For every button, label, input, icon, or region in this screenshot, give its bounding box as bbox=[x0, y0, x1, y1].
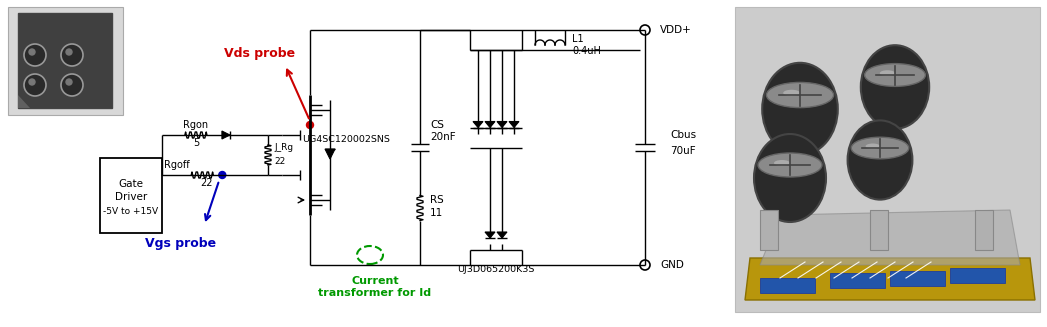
Polygon shape bbox=[485, 122, 495, 128]
Polygon shape bbox=[485, 232, 495, 238]
Text: Vds probe: Vds probe bbox=[224, 46, 295, 60]
Text: Gate: Gate bbox=[118, 179, 143, 189]
Ellipse shape bbox=[758, 153, 822, 177]
Bar bbox=[735, 7, 1040, 312]
Circle shape bbox=[61, 44, 83, 66]
Ellipse shape bbox=[865, 63, 926, 86]
Text: Rgoff: Rgoff bbox=[164, 160, 190, 170]
Text: CS: CS bbox=[430, 121, 444, 130]
Text: VDD+: VDD+ bbox=[660, 25, 692, 35]
Circle shape bbox=[219, 171, 226, 179]
Ellipse shape bbox=[879, 70, 895, 76]
Polygon shape bbox=[745, 258, 1035, 300]
Ellipse shape bbox=[754, 134, 826, 222]
Circle shape bbox=[24, 44, 46, 66]
Ellipse shape bbox=[762, 63, 838, 155]
Bar bbox=[975, 210, 993, 250]
Bar bbox=[830, 273, 885, 288]
Polygon shape bbox=[325, 149, 335, 159]
Circle shape bbox=[307, 122, 313, 129]
Bar bbox=[18, 13, 112, 108]
Polygon shape bbox=[222, 131, 230, 139]
Circle shape bbox=[66, 49, 72, 55]
Bar bbox=[950, 268, 1005, 283]
Bar bbox=[760, 210, 778, 250]
Ellipse shape bbox=[848, 120, 912, 199]
Bar bbox=[101, 158, 162, 233]
Text: J_Rg: J_Rg bbox=[274, 143, 293, 151]
Polygon shape bbox=[18, 95, 30, 108]
Text: Cbus: Cbus bbox=[670, 130, 696, 141]
Text: Current
transformer for Id: Current transformer for Id bbox=[318, 276, 431, 298]
Text: Rgon: Rgon bbox=[183, 120, 208, 130]
Text: Driver: Driver bbox=[115, 192, 148, 202]
Ellipse shape bbox=[766, 82, 833, 108]
Text: RS: RS bbox=[430, 195, 444, 205]
Text: 22: 22 bbox=[274, 157, 285, 165]
Bar bbox=[8, 7, 122, 115]
Text: GND: GND bbox=[660, 260, 684, 270]
Text: 5: 5 bbox=[193, 138, 199, 148]
Ellipse shape bbox=[851, 137, 909, 159]
Ellipse shape bbox=[861, 45, 929, 129]
Circle shape bbox=[24, 74, 46, 96]
Text: 0.4uH: 0.4uH bbox=[572, 46, 601, 56]
Circle shape bbox=[29, 49, 35, 55]
Bar bbox=[760, 278, 815, 293]
Circle shape bbox=[29, 79, 35, 85]
Polygon shape bbox=[497, 122, 507, 128]
Text: 11: 11 bbox=[430, 208, 443, 218]
Ellipse shape bbox=[774, 160, 790, 166]
Ellipse shape bbox=[783, 90, 800, 96]
Text: 20nF: 20nF bbox=[430, 132, 455, 143]
Circle shape bbox=[61, 74, 83, 96]
Text: Vgs probe: Vgs probe bbox=[144, 236, 216, 250]
Text: -5V to +15V: -5V to +15V bbox=[104, 208, 158, 216]
Circle shape bbox=[66, 79, 72, 85]
Text: UJ3D065200K3S: UJ3D065200K3S bbox=[458, 266, 535, 274]
Polygon shape bbox=[473, 122, 483, 128]
Text: UG4SC120002SNS: UG4SC120002SNS bbox=[302, 135, 389, 145]
Polygon shape bbox=[497, 232, 507, 238]
Text: L1: L1 bbox=[572, 34, 583, 44]
Polygon shape bbox=[760, 210, 1020, 265]
Text: 70uF: 70uF bbox=[670, 146, 695, 156]
Bar bbox=[870, 210, 888, 250]
Bar bbox=[890, 271, 945, 286]
Text: 22: 22 bbox=[200, 178, 213, 188]
Ellipse shape bbox=[866, 144, 879, 149]
Polygon shape bbox=[509, 122, 519, 128]
